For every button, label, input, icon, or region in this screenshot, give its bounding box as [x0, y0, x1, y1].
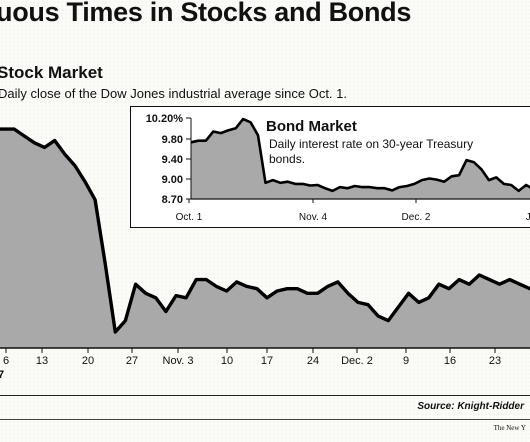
stock-x-tick-label: 27: [126, 355, 138, 367]
bond-market-inset: 10.20% 9.80 9.40 9.00 8.70 Oct. 1 Nov. 4 Dec. 2…: [130, 106, 530, 228]
stock-x-tick-label: 9: [403, 355, 409, 367]
stock-chart-title: Stock Market: [0, 63, 103, 82]
bond-x-tick-label: Oct. 1: [176, 212, 203, 223]
stock-x-tick-label: 13: [36, 355, 48, 367]
bond-x-tick-label: Nov. 4: [299, 212, 328, 223]
bond-y-tick-label: 9.00: [162, 174, 183, 186]
footer-rule: [0, 395, 530, 396]
bond-area-fill: [191, 119, 530, 199]
stock-series-line: [0, 127, 530, 334]
bond-market-chart: 10.20% 9.80 9.40 9.00 8.70 Oct. 1 Nov. 4 Dec. 2…: [146, 113, 530, 223]
stock-x-tick-label: 24: [307, 355, 319, 367]
stock-area-fill: [0, 129, 530, 348]
stock-x-tick-label: 10: [221, 355, 233, 367]
publication-credit: The New Y: [493, 424, 526, 432]
source-credit: Source: Knight-Ridder: [417, 401, 524, 412]
stock-x-tick-label: Dec. 2: [341, 355, 373, 367]
page-headline: uous Times in Stocks and Bonds: [0, 0, 412, 27]
bond-y-tick-label: 9.80: [162, 134, 183, 146]
stock-x-tick-label: Nov. 3: [163, 355, 194, 367]
stock-x-tick-label: 6: [3, 355, 9, 367]
bond-chart-title: Bond Market: [266, 118, 357, 135]
stock-chart-subtitle: Daily close of the Dow Jones industrial …: [0, 86, 348, 101]
bond-x-tick-label: Ja: [526, 212, 530, 223]
bond-y-tick-label: 8.70: [162, 194, 183, 206]
bond-y-tick-label: 10.20%: [146, 113, 184, 125]
stock-x-tick-label: 23: [489, 355, 501, 367]
footer-rule-lower: [0, 419, 530, 420]
bond-x-tick-label: Dec. 2: [402, 212, 431, 223]
stock-x-tick-label: 17: [261, 355, 273, 367]
stock-x-tick-label: 20: [82, 355, 94, 367]
bond-y-tick-label: 9.40: [162, 154, 183, 166]
stock-year-fragment: 7: [0, 369, 5, 381]
bond-chart-subtitle: Daily interest rate on 30-year Treasury …: [269, 137, 474, 166]
bond-series-line: [190, 117, 530, 193]
stock-x-tick-label: 16: [444, 355, 456, 367]
